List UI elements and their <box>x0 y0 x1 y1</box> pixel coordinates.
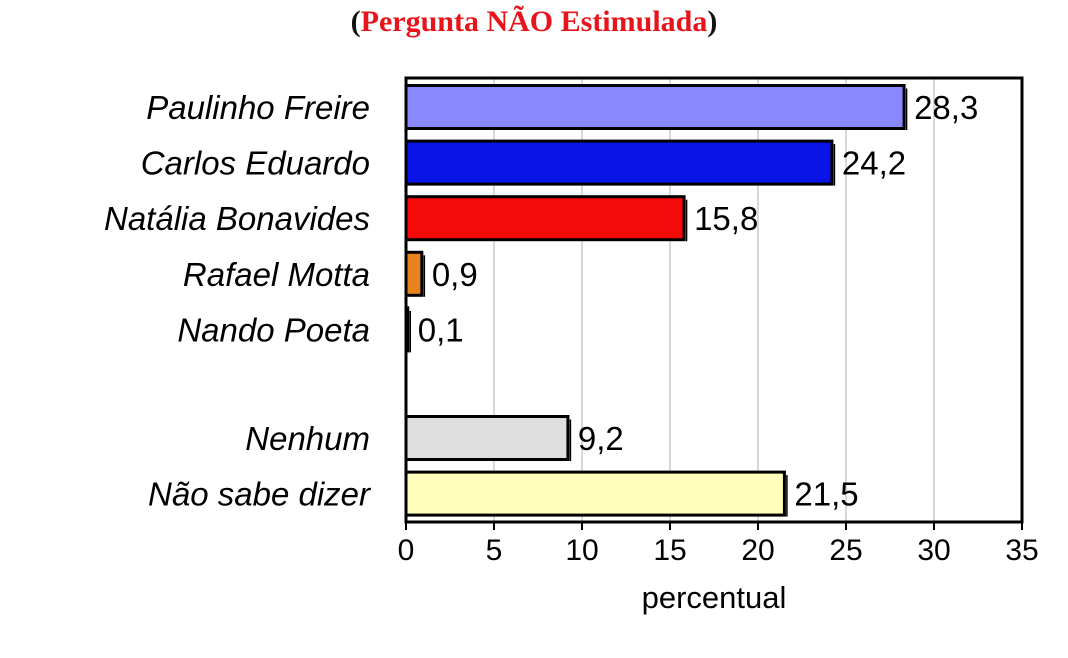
category-label: Rafael Motta <box>183 256 370 293</box>
category-label: Paulinho Freire <box>146 89 370 126</box>
data-label: 28,3 <box>914 89 978 126</box>
bar-1 <box>404 139 834 186</box>
title-open-paren: ( <box>350 5 361 38</box>
data-label: 0,1 <box>418 311 464 348</box>
bar-0 <box>404 84 906 130</box>
data-label: 15,8 <box>694 200 758 237</box>
title-close-paren: ) <box>707 5 718 38</box>
x-tick-label: 5 <box>486 534 503 567</box>
data-label: 24,2 <box>842 145 906 182</box>
bar-2 <box>404 195 686 242</box>
x-tick-label: 30 <box>917 534 950 567</box>
data-label: 0,9 <box>432 256 478 293</box>
plot-border <box>404 76 1024 524</box>
bar-3 <box>404 250 424 297</box>
category-label: Natália Bonavides <box>104 200 370 237</box>
category-label: Não sabe dizer <box>148 476 372 513</box>
data-label: 9,2 <box>578 420 624 457</box>
category-label: Nenhum <box>245 420 370 457</box>
x-tick-label: 35 <box>1005 534 1038 567</box>
x-tick-label: 20 <box>741 534 774 567</box>
x-tick-label: 10 <box>565 534 598 567</box>
title-text: Pergunta NÃO Estimulada <box>360 5 708 38</box>
x-tick-label: 0 <box>398 534 415 567</box>
category-label: Carlos Eduardo <box>141 145 370 182</box>
bar-6 <box>404 470 786 517</box>
category-label: Nando Poeta <box>177 311 370 348</box>
bar-5 <box>404 415 570 461</box>
data-label: 21,5 <box>794 476 858 513</box>
chart-title: (Pergunta NÃO Estimulada) <box>0 0 1068 52</box>
x-axis-label: percentual <box>642 580 787 615</box>
x-tick-label: 25 <box>829 534 862 567</box>
x-tick-label: 15 <box>653 534 686 567</box>
